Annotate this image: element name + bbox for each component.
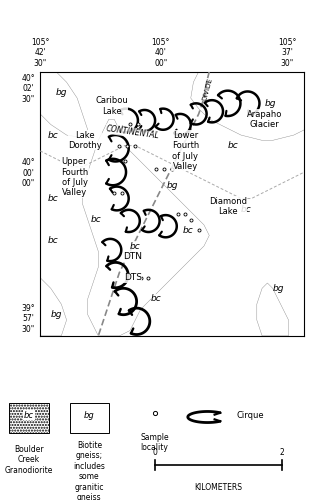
Text: 40°
02'
30": 40° 02' 30" <box>21 74 35 104</box>
Text: 40°
00'
00": 40° 00' 00" <box>21 158 35 188</box>
Text: Cirque: Cirque <box>236 410 264 420</box>
Text: 2: 2 <box>279 448 284 457</box>
Text: CONTINENTAL: CONTINENTAL <box>105 124 160 140</box>
Text: 105°
42'
30": 105° 42' 30" <box>31 38 49 68</box>
Polygon shape <box>40 72 88 138</box>
Text: bg: bg <box>56 88 67 98</box>
Text: DIVIDE: DIVIDE <box>202 76 214 101</box>
Text: bc: bc <box>241 204 252 214</box>
Text: bc: bc <box>90 215 101 224</box>
Text: bc: bc <box>48 236 59 245</box>
Bar <box>9 403 49 433</box>
Text: KILOMETERS: KILOMETERS <box>194 483 242 492</box>
Text: Lower
Fourth
of July
Valley: Lower Fourth of July Valley <box>172 131 199 171</box>
Polygon shape <box>191 72 304 140</box>
Polygon shape <box>40 278 67 336</box>
Polygon shape <box>257 283 289 336</box>
Polygon shape <box>40 72 304 336</box>
Text: bc: bc <box>24 410 34 420</box>
Text: 39°
57'
30": 39° 57' 30" <box>21 304 35 334</box>
Polygon shape <box>83 119 209 336</box>
Text: bc: bc <box>130 242 141 250</box>
Text: bg: bg <box>272 284 284 293</box>
Text: DTS: DTS <box>124 273 142 282</box>
Text: Diamond
Lake: Diamond Lake <box>209 196 247 216</box>
Text: 0: 0 <box>152 448 157 457</box>
Text: bc: bc <box>151 294 162 304</box>
Text: DTN: DTN <box>123 252 142 261</box>
Text: bg: bg <box>264 99 276 108</box>
Text: 105°
37'
30": 105° 37' 30" <box>278 38 296 68</box>
Text: Upper
Fourth
of July
Valley: Upper Fourth of July Valley <box>61 157 88 198</box>
Text: Biotite
gneiss;
includes
some
granitic
gneiss: Biotite gneiss; includes some granitic g… <box>74 441 105 500</box>
Text: Boulder
Creek
Granodiorite: Boulder Creek Granodiorite <box>5 445 53 475</box>
Bar <box>70 403 109 433</box>
Text: bc: bc <box>48 194 59 203</box>
Text: Arapaho
Glacier: Arapaho Glacier <box>247 110 282 129</box>
Text: bg: bg <box>167 181 178 190</box>
Text: bc: bc <box>228 141 239 150</box>
Text: bc: bc <box>183 226 193 234</box>
Text: Caribou
Lake: Caribou Lake <box>95 96 128 116</box>
Text: bg: bg <box>50 310 62 319</box>
Text: bg: bg <box>84 410 95 420</box>
Text: Sample
locality: Sample locality <box>140 433 169 452</box>
Text: 105°
40'
00": 105° 40' 00" <box>151 38 170 68</box>
Text: bc: bc <box>48 130 59 140</box>
Text: Lake
Dorothy: Lake Dorothy <box>68 130 102 150</box>
